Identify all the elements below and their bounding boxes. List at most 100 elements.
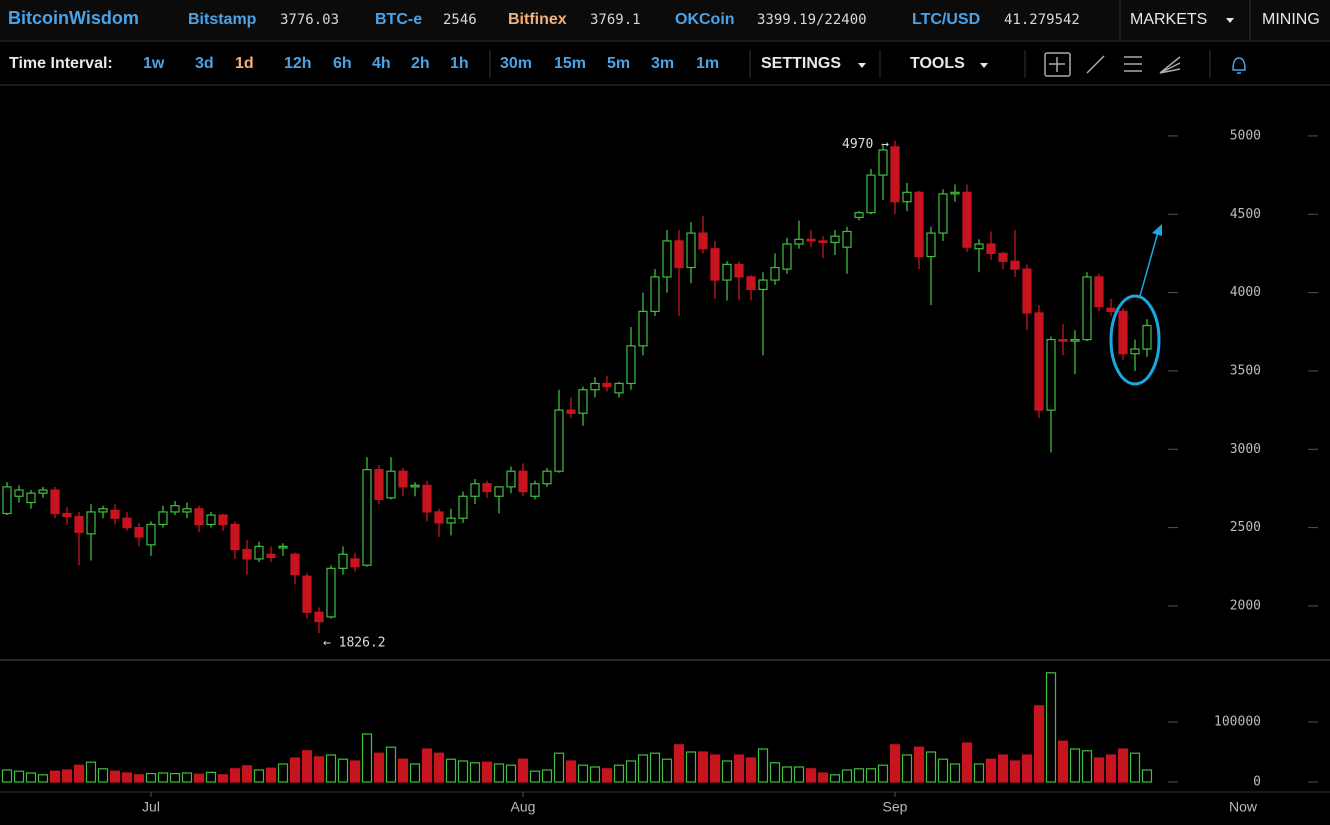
- volume-bar: [901, 754, 913, 783]
- candle-body: [830, 235, 840, 244]
- interval-option[interactable]: 3d: [195, 55, 214, 72]
- candle-body: [1022, 268, 1032, 314]
- candle-body: [2, 486, 12, 515]
- volume-bar: [469, 762, 481, 783]
- candle-body: [626, 345, 636, 385]
- candle-body: [890, 146, 900, 203]
- candle-body: [14, 489, 24, 497]
- candle-body: [746, 276, 756, 291]
- volume-bar: [85, 761, 97, 783]
- candle-body: [446, 517, 456, 524]
- candle-body: [182, 508, 192, 513]
- highlight-ellipse: [1109, 294, 1161, 386]
- candle-body: [146, 523, 156, 546]
- brand[interactable]: BitcoinWisdom: [8, 8, 139, 28]
- candle-body: [74, 516, 84, 533]
- alert-tool[interactable]: [1232, 57, 1246, 74]
- volume-bar: [709, 754, 721, 783]
- volume-bar: [613, 764, 625, 783]
- line-tool[interactable]: [1086, 55, 1105, 74]
- interval-option[interactable]: 15m: [554, 55, 586, 72]
- interval-option[interactable]: 2h: [411, 55, 430, 72]
- toolbar-menu[interactable]: TOOLS: [910, 55, 965, 72]
- volume-bar: [13, 770, 25, 783]
- volume-bar: [973, 763, 985, 783]
- volume-bar: [673, 744, 685, 783]
- volume-bar: [685, 751, 697, 783]
- candle-body: [674, 240, 684, 269]
- hline-tool[interactable]: [1124, 56, 1142, 72]
- volume-bar: [817, 772, 829, 783]
- candle-body: [578, 389, 588, 414]
- extreme-label: 4970 →: [842, 137, 889, 152]
- volume-bar: [517, 758, 529, 783]
- interval-option[interactable]: 6h: [333, 55, 352, 72]
- volume-bar: [49, 770, 61, 783]
- candle-body: [806, 238, 816, 242]
- volume-bar: [697, 751, 709, 783]
- volume-bar: [985, 758, 997, 783]
- candle-body: [698, 232, 708, 250]
- candle-body: [218, 514, 228, 526]
- y-tick-label: 0: [1253, 775, 1261, 790]
- volume-bar: [205, 771, 217, 783]
- volume-bar: [589, 766, 601, 783]
- interval-option[interactable]: 4h: [372, 55, 391, 72]
- volume-bar: [481, 761, 493, 783]
- volume-bar: [997, 754, 1009, 783]
- market-name[interactable]: LTC/USD: [912, 11, 980, 28]
- candle-body: [590, 382, 600, 391]
- candle-body: [686, 232, 696, 269]
- interval-option[interactable]: 30m: [500, 55, 532, 72]
- volume-bar: [877, 764, 889, 783]
- candle-body: [302, 575, 312, 613]
- volume-bar: [229, 768, 241, 783]
- candle-body: [1106, 307, 1116, 312]
- candle-body: [950, 191, 960, 195]
- interval-option[interactable]: 3m: [651, 55, 674, 72]
- interval-option[interactable]: 1h: [450, 55, 469, 72]
- candle-body: [914, 191, 924, 258]
- candle-body: [470, 483, 480, 497]
- volume-bar: [745, 757, 757, 783]
- trend-arrow: [1139, 231, 1159, 297]
- market-name[interactable]: OKCoin: [675, 11, 735, 28]
- market-price: 3399.19/22400: [757, 12, 867, 28]
- market-name[interactable]: Bitfinex: [508, 11, 567, 28]
- candle-body: [254, 545, 264, 560]
- interval-option[interactable]: 5m: [607, 55, 630, 72]
- volume-bar: [889, 744, 901, 783]
- interval-option[interactable]: 1d: [235, 55, 254, 72]
- candle-body: [230, 523, 240, 551]
- volume-bar: [97, 768, 109, 783]
- volume-bar: [1129, 752, 1141, 783]
- toolbar-menu[interactable]: SETTINGS: [761, 55, 841, 72]
- volume-bar: [865, 768, 877, 783]
- volume-bar: [1141, 769, 1153, 783]
- fan-tool[interactable]: [1159, 56, 1181, 74]
- nav-menu[interactable]: MARKETS: [1130, 11, 1207, 28]
- crosshair-tool[interactable]: [1044, 52, 1071, 77]
- candle-body: [38, 489, 48, 494]
- candle-body: [134, 527, 144, 538]
- candle-body: [854, 212, 864, 218]
- nav-menu[interactable]: MINING: [1262, 11, 1320, 28]
- candle-body: [110, 509, 120, 519]
- candle-body: [662, 240, 672, 278]
- candle-body: [602, 382, 612, 388]
- volume-bar: [1033, 705, 1045, 783]
- market-name[interactable]: BTC-e: [375, 11, 422, 28]
- interval-option[interactable]: 12h: [284, 55, 312, 72]
- volume-bar: [529, 770, 541, 783]
- market-name[interactable]: Bitstamp: [188, 11, 257, 28]
- candle-body: [878, 149, 888, 176]
- y-tick-label: 3500: [1230, 363, 1261, 378]
- candle-body: [1034, 312, 1044, 411]
- interval-option[interactable]: 1w: [143, 55, 165, 72]
- candle-body: [374, 469, 384, 501]
- volume-bar: [541, 769, 553, 783]
- volume-bar: [181, 772, 193, 783]
- candle-body: [278, 545, 288, 549]
- toolbar-label: Time Interval:: [9, 55, 113, 72]
- interval-option[interactable]: 1m: [696, 55, 719, 72]
